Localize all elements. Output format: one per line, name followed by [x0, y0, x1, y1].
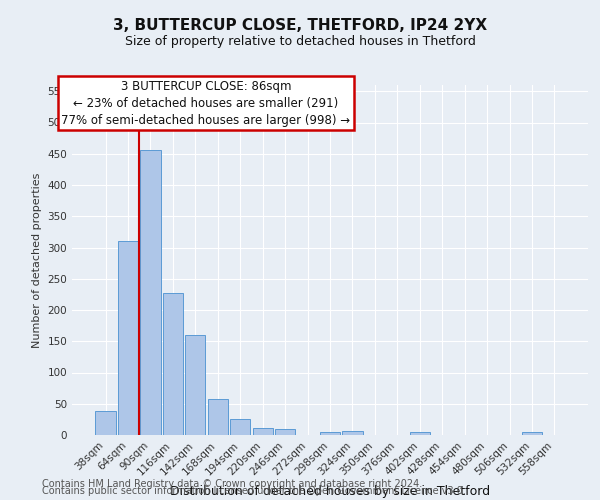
Bar — [140, 150, 161, 435]
Bar — [320, 432, 340, 435]
Bar — [410, 432, 430, 435]
Bar — [118, 240, 138, 435]
Y-axis label: Number of detached properties: Number of detached properties — [32, 172, 42, 348]
Text: 3, BUTTERCUP CLOSE, THETFORD, IP24 2YX: 3, BUTTERCUP CLOSE, THETFORD, IP24 2YX — [113, 18, 487, 32]
X-axis label: Distribution of detached houses by size in Thetford: Distribution of detached houses by size … — [170, 485, 490, 498]
Text: Size of property relative to detached houses in Thetford: Size of property relative to detached ho… — [125, 35, 475, 48]
Text: Contains HM Land Registry data © Crown copyright and database right 2024.: Contains HM Land Registry data © Crown c… — [42, 479, 422, 489]
Bar — [522, 432, 542, 435]
Bar — [208, 400, 228, 435]
Text: 3 BUTTERCUP CLOSE: 86sqm
← 23% of detached houses are smaller (291)
77% of semi-: 3 BUTTERCUP CLOSE: 86sqm ← 23% of detach… — [61, 80, 350, 126]
Bar — [95, 411, 116, 435]
Bar — [253, 428, 273, 435]
Text: Contains public sector information licensed under the Open Government Licence v3: Contains public sector information licen… — [42, 486, 466, 496]
Bar — [275, 430, 295, 435]
Bar — [163, 292, 183, 435]
Bar — [230, 420, 250, 435]
Bar — [343, 431, 362, 435]
Bar — [185, 335, 205, 435]
